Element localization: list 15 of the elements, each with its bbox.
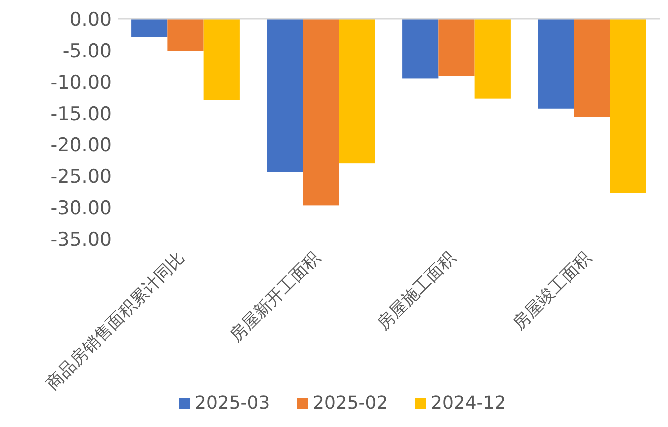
y-tick-label: -20.00	[50, 134, 112, 157]
legend-label: 2025-02	[313, 393, 388, 414]
x-tick-label: 房屋竣工面积	[510, 248, 596, 335]
legend-label: 2025-03	[195, 393, 270, 414]
y-tick-label: -35.00	[50, 229, 112, 251]
x-tick-label: 商品房销售面积累计同比	[42, 248, 190, 395]
legend-label: 2024-12	[431, 393, 506, 414]
x-tick-label: 房屋施工面积	[374, 248, 460, 335]
y-tick-label: 0.00	[70, 9, 112, 31]
y-tick-label: -15.00	[50, 103, 112, 126]
y-tick-label: -25.00	[50, 166, 112, 188]
x-tick-label: 房屋新开工面积	[226, 248, 325, 347]
y-tick-label: -5.00	[62, 40, 112, 62]
y-tick-label: -10.00	[50, 72, 112, 94]
y-tick-label: -30.00	[50, 198, 112, 220]
